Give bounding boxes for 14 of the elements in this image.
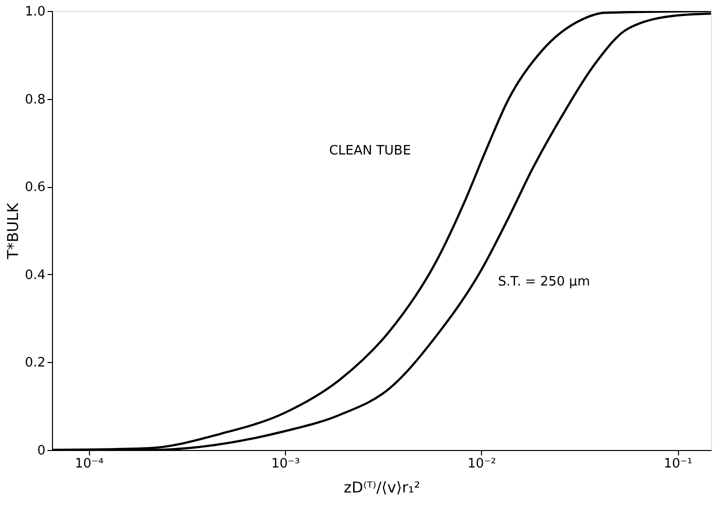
y-tick-label: 0.4 <box>24 268 46 283</box>
x-tick-label: 10⁻⁴ <box>74 456 104 472</box>
annotation: S.T. = 250 μm <box>498 274 590 290</box>
x-tick-label: 10⁻³ <box>271 456 300 472</box>
y-tick-label: 0.2 <box>24 356 46 371</box>
annotation: CLEAN TUBE <box>329 143 411 158</box>
x-tick-label: 10⁻² <box>467 456 496 472</box>
y-tick-label: 0.8 <box>24 92 46 108</box>
y-tick-label: 1.0 <box>24 4 46 20</box>
x-axis-title: zD⁽ᵀ⁾/⟨v⟩r₁² <box>344 478 420 496</box>
y-axis-title: T*BULK <box>4 202 22 260</box>
y-tick-label: 0 <box>37 444 46 458</box>
y-tick-label: 0.6 <box>24 180 46 196</box>
x-tick-label: 10⁻¹ <box>664 456 692 472</box>
